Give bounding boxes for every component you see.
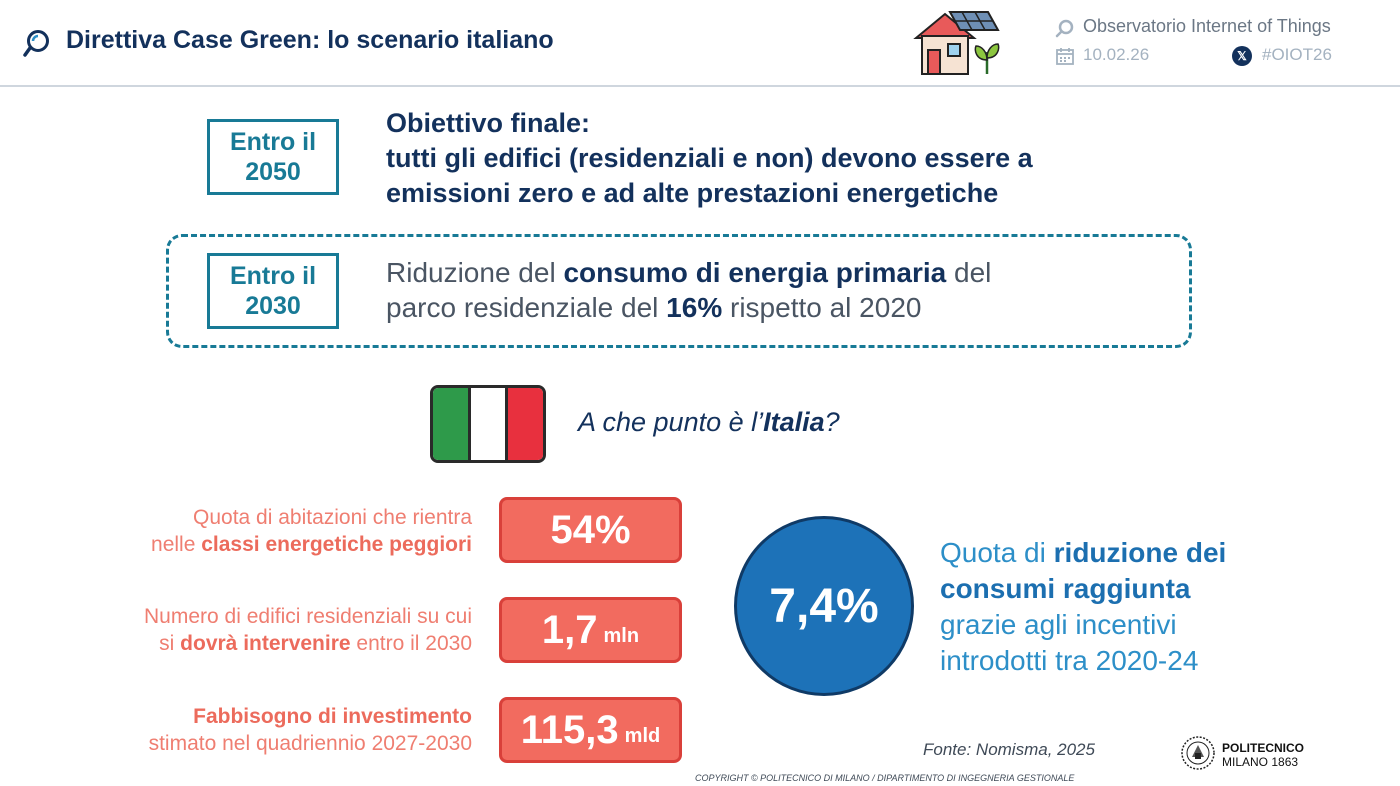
green-house-icon xyxy=(913,11,1000,75)
final-goal-line3: emissioni zero e ad alte prestazioni ene… xyxy=(386,178,999,208)
stat-value-worst-classes: 54% xyxy=(499,497,682,563)
final-goal-line2: tutti gli edifici (residenziali e non) d… xyxy=(386,143,1033,173)
year-box-label: Entro il xyxy=(229,262,317,290)
flag-green-band xyxy=(433,388,468,460)
year-box-year: 2030 xyxy=(245,292,301,320)
stat-value-buildings: 1,7 mln xyxy=(499,597,682,663)
italy-flag-icon xyxy=(430,385,546,463)
stat-label-worst-classes: Quota di abitazioni che rientra nelle cl… xyxy=(151,506,472,556)
politecnico-seal-icon xyxy=(1181,736,1215,770)
calendar-icon xyxy=(1056,48,1074,65)
hashtag-label: #OIOT26 xyxy=(1262,45,1332,64)
observatory-small-icon xyxy=(1055,19,1074,38)
page-title: Direttiva Case Green: lo scenario italia… xyxy=(66,26,554,54)
flag-red-band xyxy=(508,388,543,460)
goal-2030-line1: Riduzione del consumo di energia primari… xyxy=(386,257,992,288)
observatory-logo-icon xyxy=(23,30,49,57)
header-divider xyxy=(0,85,1400,87)
stat-label-investment: Fabbisogno di investimento stimato nel q… xyxy=(148,705,472,755)
reduction-circle: 7,4% xyxy=(734,516,914,696)
italy-question: A che punto è l’Italia? xyxy=(578,407,840,437)
final-goal-line1: Obiettivo finale: xyxy=(386,108,591,138)
goal-2030-dashed-frame xyxy=(166,234,1192,348)
source-note: Fonte: Nomisma, 2025 xyxy=(923,740,1095,759)
flag-white-band xyxy=(467,388,509,460)
politecnico-name: POLITECNICO xyxy=(1222,741,1305,755)
year-box-2050: Entro il 2050 xyxy=(207,119,339,195)
year-box-2030: Entro il 2030 xyxy=(207,253,339,329)
final-goal-text: Obiettivo finale: tutti gli edifici (res… xyxy=(386,106,1033,211)
year-box-label: Entro il xyxy=(229,128,317,156)
goal-2030-line2: parco residenziale del 16% rispetto al 2… xyxy=(386,292,922,323)
politecnico-subtitle: MILANO 1863 xyxy=(1222,755,1299,769)
year-box-year: 2050 xyxy=(245,158,301,186)
stat-value-investment: 115,3 mld xyxy=(499,697,682,763)
copyright-notice: COPYRIGHT © POLITECNICO DI MILANO / DIPA… xyxy=(695,773,1075,783)
date-label: 10.02.26 xyxy=(1083,45,1150,64)
organization-name: Observatorio Internet of Things xyxy=(1083,16,1331,36)
x-social-icon: 𝕏 xyxy=(1232,46,1252,66)
stat-label-buildings: Numero di edifici residenziali su cui si… xyxy=(144,605,472,655)
goal-2030-text: Riduzione del consumo di energia primari… xyxy=(386,255,991,325)
reduction-description: Quota di riduzione dei consumi raggiunta… xyxy=(940,537,1227,676)
